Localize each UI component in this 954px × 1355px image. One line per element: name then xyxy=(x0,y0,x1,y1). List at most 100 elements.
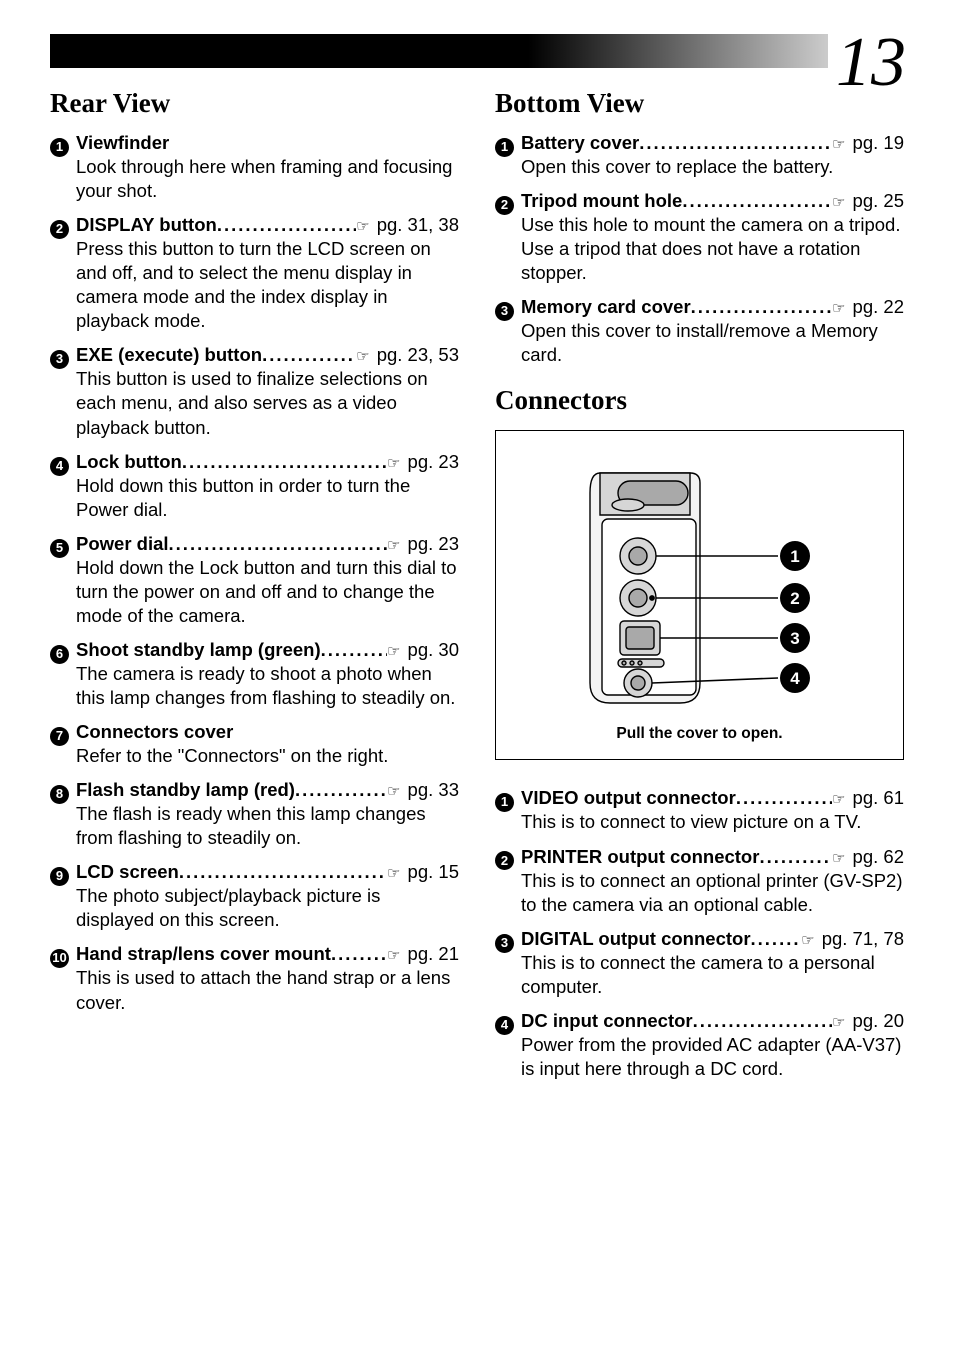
connector-item-1-title: VIDEO output connector xyxy=(521,786,736,810)
connector-item-2-title: PRINTER output connector xyxy=(521,845,759,869)
leader-dots xyxy=(295,778,387,802)
marker-icon: 8 xyxy=(50,785,69,804)
rear-view-title: Rear View xyxy=(50,88,459,119)
rear-item-8: 8Flash standby lamp (red) ☞ pg. 33The fl… xyxy=(50,778,459,850)
page-ref-icon: ☞ xyxy=(356,348,369,365)
leader-dots xyxy=(169,532,387,556)
connector-item-1: 1VIDEO output connector ☞ pg. 61This is … xyxy=(495,786,904,834)
page-ref-icon: ☞ xyxy=(387,783,400,800)
page-ref-icon: ☞ xyxy=(387,643,400,660)
rear-item-5-body: Hold down the Lock button and turn this … xyxy=(76,556,459,628)
marker-icon: 3 xyxy=(50,350,69,369)
connector-item-3-head: 3DIGITAL output connector ☞ pg. 71, 78 xyxy=(495,927,904,951)
rear-item-6-title: Shoot standby lamp (green) xyxy=(76,638,321,662)
rear-item-10-pageref: ☞ pg. 21 xyxy=(387,942,459,966)
page-ref-icon: ☞ xyxy=(832,300,845,317)
leader-dots xyxy=(736,786,832,810)
rear-item-2-head: 2 DISPLAY button ☞ pg. 31, 38 xyxy=(50,213,459,237)
connector-item-4: 4DC input connector ☞ pg. 20Power from t… xyxy=(495,1009,904,1081)
connectors-svg: 1234 xyxy=(540,453,860,713)
rear-item-10-title: Hand strap/lens cover mount xyxy=(76,942,331,966)
bottom-item-2: 2Tripod mount hole ☞ pg. 25Use this hole… xyxy=(495,189,904,285)
callout-number-3: 3 xyxy=(790,629,799,648)
page: 13 Rear View 1ViewfinderLook through her… xyxy=(0,0,954,1141)
page-ref-icon: ☞ xyxy=(387,865,400,882)
page-ref-icon: ☞ xyxy=(832,194,845,211)
rear-item-8-body: The flash is ready when this lamp change… xyxy=(76,802,459,850)
leader-dots xyxy=(693,1009,832,1033)
rear-item-2-title: DISPLAY button xyxy=(76,213,217,237)
rear-item-4: 4Lock button ☞ pg. 23Hold down this butt… xyxy=(50,450,459,522)
bottom-item-1-pageref: ☞ pg. 19 xyxy=(832,131,904,155)
rear-item-10: 10Hand strap/lens cover mount ☞ pg. 21Th… xyxy=(50,942,459,1014)
rear-item-3-head: 3 EXE (execute) button ☞ pg. 23, 53 xyxy=(50,343,459,367)
bottom-item-1: 1Battery cover ☞ pg. 19Open this cover t… xyxy=(495,131,904,179)
bottom-item-2-title: Tripod mount hole xyxy=(521,189,682,213)
bottom-item-2-head: 2Tripod mount hole ☞ pg. 25 xyxy=(495,189,904,213)
rear-item-9: 9LCD screen ☞ pg. 15The photo subject/pl… xyxy=(50,860,459,932)
connectors-diagram: 1234 Pull the cover to open. xyxy=(495,430,904,760)
marker-icon: 1 xyxy=(495,138,514,157)
diagram-caption: Pull the cover to open. xyxy=(514,725,885,743)
callout-number-4: 4 xyxy=(790,669,800,688)
leader-dots xyxy=(682,189,832,213)
rear-item-4-head: 4Lock button ☞ pg. 23 xyxy=(50,450,459,474)
connector-item-4-body: Power from the provided AC adapter (AA-V… xyxy=(521,1033,904,1081)
rear-item-5-pageref: ☞ pg. 23 xyxy=(387,532,459,556)
page-ref-icon: ☞ xyxy=(801,932,814,949)
rear-item-2: 2 DISPLAY button ☞ pg. 31, 38Press this b… xyxy=(50,213,459,333)
marker-icon: 3 xyxy=(495,302,514,321)
rear-item-10-body: This is used to attach the hand strap or… xyxy=(76,966,459,1014)
rear-item-1-title: Viewfinder xyxy=(76,131,169,155)
connector-item-3-title: DIGITAL output connector xyxy=(521,927,751,951)
bottom-item-1-body: Open this cover to replace the battery. xyxy=(521,155,904,179)
leader-dots xyxy=(179,860,387,884)
rear-item-4-pageref: ☞ pg. 23 xyxy=(387,450,459,474)
marker-icon: 2 xyxy=(495,196,514,215)
marker-icon: 6 xyxy=(50,645,69,664)
rear-item-5-head: 5Power dial ☞ pg. 23 xyxy=(50,532,459,556)
rear-item-8-title: Flash standby lamp (red) xyxy=(76,778,295,802)
bottom-item-3-title: Memory card cover xyxy=(521,295,691,319)
bottom-item-3-pageref: ☞ pg. 22 xyxy=(832,295,904,319)
rear-item-9-head: 9 LCD screen ☞ pg. 15 xyxy=(50,860,459,884)
rear-item-1-head: 1Viewfinder xyxy=(50,131,459,155)
page-number: 13 xyxy=(828,28,906,98)
leader-dots xyxy=(217,213,356,237)
columns: Rear View 1ViewfinderLook through here w… xyxy=(50,88,904,1091)
connector-item-2-head: 2PRINTER output connector ☞ pg. 62 xyxy=(495,845,904,869)
page-ref-icon: ☞ xyxy=(387,947,400,964)
rear-item-6-pageref: ☞ pg. 30 xyxy=(387,638,459,662)
rear-item-2-body: Press this button to turn the LCD screen… xyxy=(76,237,459,333)
marker-icon: 4 xyxy=(495,1016,514,1035)
rear-item-6-body: The camera is ready to shoot a photo whe… xyxy=(76,662,459,710)
rear-item-1-body: Look through here when framing and focus… xyxy=(76,155,459,203)
marker-icon: 7 xyxy=(50,727,69,746)
connector-item-1-head: 1VIDEO output connector ☞ pg. 61 xyxy=(495,786,904,810)
marker-icon: 3 xyxy=(495,934,514,953)
rear-item-7: 7Connectors coverRefer to the "Connector… xyxy=(50,720,459,768)
rear-item-5: 5Power dial ☞ pg. 23Hold down the Lock b… xyxy=(50,532,459,628)
leader-dots xyxy=(759,845,832,869)
connector-item-3: 3DIGITAL output connector ☞ pg. 71, 78Th… xyxy=(495,927,904,999)
rear-item-8-head: 8Flash standby lamp (red) ☞ pg. 33 xyxy=(50,778,459,802)
connector-item-4-pageref: ☞ pg. 20 xyxy=(832,1009,904,1033)
connector-item-2: 2PRINTER output connector ☞ pg. 62This i… xyxy=(495,845,904,917)
rear-item-3-title: EXE (execute) button xyxy=(76,343,262,367)
header-bar xyxy=(50,34,904,68)
rear-item-3-pageref: ☞ pg. 23, 53 xyxy=(356,343,459,367)
leader-dots xyxy=(331,942,387,966)
connector-item-3-body: This is to connect the camera to a perso… xyxy=(521,951,904,999)
rear-item-2-pageref: ☞ pg. 31, 38 xyxy=(356,213,459,237)
marker-icon: 9 xyxy=(50,867,69,886)
connector-item-2-pageref: ☞ pg. 62 xyxy=(832,845,904,869)
page-ref-icon: ☞ xyxy=(832,1014,845,1031)
rear-item-9-title: LCD screen xyxy=(76,860,179,884)
connector-item-4-head: 4DC input connector ☞ pg. 20 xyxy=(495,1009,904,1033)
rear-item-5-title: Power dial xyxy=(76,532,169,556)
marker-icon: 2 xyxy=(50,220,69,239)
callout-number-2: 2 xyxy=(790,589,799,608)
rear-item-9-pageref: ☞ pg. 15 xyxy=(387,860,459,884)
leader-dots xyxy=(691,295,832,319)
connector-item-1-pageref: ☞ pg. 61 xyxy=(832,786,904,810)
